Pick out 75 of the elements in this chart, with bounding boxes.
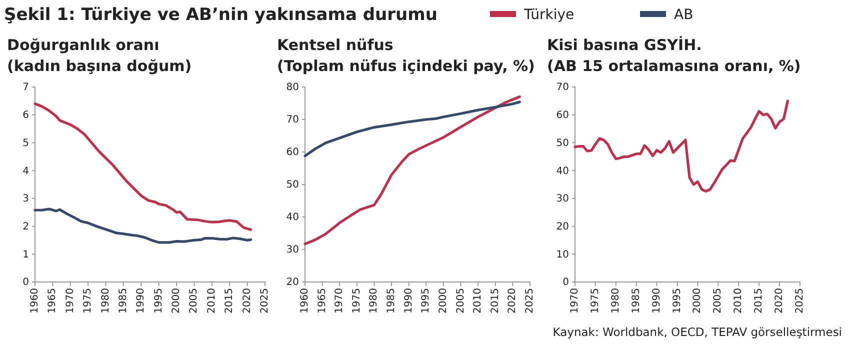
y-tick-label: 40	[556, 166, 569, 177]
x-tick-label: 2000	[171, 288, 182, 314]
y-tick-label: 30	[556, 194, 569, 205]
x-tick-label: 2015	[754, 288, 765, 314]
y-tick-label: 6	[22, 110, 29, 122]
x-tick-label: 2025	[794, 288, 806, 314]
x-tick-label: 2010	[733, 288, 744, 314]
x-tick-label: 2020	[507, 288, 518, 314]
x-tick-label: 2010	[472, 288, 484, 314]
x-tick-label: 2025	[260, 288, 270, 314]
x-tick-label: 1990	[651, 288, 662, 314]
line-series	[34, 208, 252, 244]
y-tick-label: 20	[286, 277, 299, 288]
x-tick-label: 1995	[420, 288, 432, 314]
x-tick-label: 1960	[30, 288, 40, 314]
text: Şekil 1: Türkiye ve AB’nin yakınsama durumu	[4, 5, 438, 25]
x-tick-label: 1985	[630, 288, 642, 314]
y-tick-label: 60	[286, 147, 299, 158]
y-tick-label: 0	[562, 277, 569, 288]
legend-label: AB	[674, 7, 694, 23]
x-tick-label: 1990	[403, 288, 414, 314]
x-tick-label: 2020	[774, 288, 786, 314]
chart-title: Kisi basına GSYİH. (AB 15 ortalamasına oranı, %)	[547, 36, 801, 75]
y-tick-label: 40	[286, 212, 299, 224]
x-tick-label: 1980	[100, 288, 112, 314]
line-series	[304, 100, 521, 158]
x-tick-label: 2005	[455, 288, 466, 314]
y-tick-label: 5	[22, 138, 29, 149]
x-tick-label: 1970	[64, 288, 76, 314]
x-tick-label: 1975	[351, 288, 362, 314]
x-tick-label: 1985	[118, 288, 129, 314]
x-tick-label: 1960	[300, 288, 310, 314]
y-tick-label: 30	[286, 244, 299, 256]
y-tick-label: 4	[22, 166, 29, 177]
x-tick-label: 1995	[153, 288, 164, 314]
y-tick-label: 1	[22, 249, 29, 260]
y-tick-label: 70	[286, 114, 299, 126]
x-tick-label: 1985	[386, 288, 398, 314]
x-tick-label: 2005	[188, 288, 200, 314]
chart-title: Kentsel nüfus (Toplam nüfus içindeki pay, %)	[277, 36, 535, 75]
legend-label: Türkiye	[523, 7, 574, 23]
x-tick-label: 1970	[570, 288, 580, 314]
y-tick-label: 7	[22, 82, 29, 94]
chart-title: Doğurganlık oranı (kadın başına doğum)	[7, 36, 192, 75]
x-tick-label: 2000	[692, 288, 704, 314]
y-tick-label: 0	[22, 277, 29, 288]
x-tick-label: 1980	[368, 288, 380, 314]
x-tick-label: 2010	[206, 288, 218, 314]
y-tick-label: 50	[556, 138, 569, 149]
y-tick-label: 60	[556, 110, 569, 122]
line-series	[304, 95, 521, 246]
y-tick-label: 2	[22, 221, 29, 232]
x-tick-label: 1975	[82, 288, 94, 314]
x-tick-label: 2025	[524, 288, 536, 314]
x-tick-label: 1965	[316, 288, 328, 314]
y-tick-label: 3	[22, 194, 29, 205]
text: Kaynak: Worldbank, OECD, TEPAV görselleştirmesi	[552, 325, 842, 339]
x-tick-label: 2000	[438, 288, 449, 314]
y-tick-label: 80	[286, 82, 299, 94]
x-tick-label: 1995	[672, 288, 683, 314]
x-tick-label: 2015	[224, 288, 236, 314]
line-series	[34, 102, 252, 231]
x-tick-label: 1980	[610, 288, 622, 314]
x-tick-label: 1990	[136, 288, 147, 314]
line-series	[574, 100, 790, 192]
y-tick-label: 10	[556, 249, 569, 260]
x-tick-label: 2020	[242, 288, 253, 314]
y-tick-label: 50	[286, 180, 299, 191]
y-tick-label: 20	[556, 221, 569, 232]
y-tick-label: 70	[556, 82, 569, 94]
x-tick-label: 2015	[490, 288, 501, 314]
x-tick-label: 1970	[334, 288, 346, 314]
x-tick-label: 1965	[47, 288, 58, 314]
x-tick-label: 2005	[712, 288, 724, 314]
x-tick-label: 1975	[590, 288, 601, 314]
